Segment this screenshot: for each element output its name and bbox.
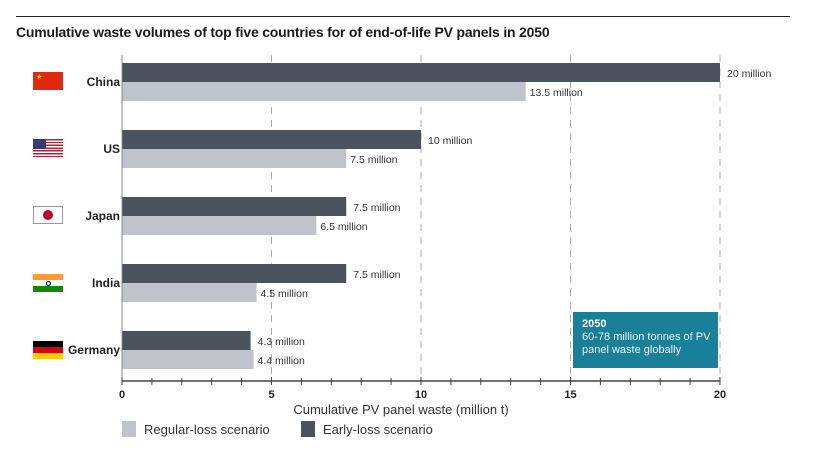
data-label: 6.5 million [320, 221, 367, 233]
x-tick-label: 20 [714, 389, 726, 401]
x-tick-label: 5 [268, 389, 274, 401]
data-label: 20 million [727, 68, 772, 80]
japan-flag-icon [33, 206, 63, 224]
legend-label-early: Early-loss scenario [323, 421, 433, 437]
top-rule [16, 16, 790, 17]
category-label-germany: Germany [67, 343, 120, 357]
annotation-text: 60-78 million tonnes of PV panel waste g… [582, 331, 711, 356]
bar-early-india [122, 264, 347, 283]
legend-item-early: Early-loss scenario [301, 421, 433, 437]
bar-early-germany [122, 331, 251, 350]
data-label: 4.4 million [258, 355, 305, 367]
x-axis-title: Cumulative PV panel waste (million t) [293, 402, 508, 417]
data-label: 7.5 million [353, 202, 400, 214]
data-label: 7.5 million [353, 269, 400, 281]
bar-regular-india [122, 283, 257, 302]
data-label: 4.3 million [258, 336, 305, 348]
bar-regular-germany [122, 350, 254, 369]
bar-early-us [122, 130, 421, 149]
us-flag-icon [33, 139, 63, 157]
category-label-japan: Japan [85, 209, 120, 223]
germany-flag-icon [33, 341, 63, 359]
category-label-china: China [86, 75, 120, 89]
chart-title: Cumulative waste volumes of top five cou… [16, 24, 550, 40]
x-tick-label: 15 [564, 389, 576, 401]
bar-regular-china [122, 82, 526, 101]
india-flag-icon [33, 274, 63, 292]
bar-early-china [122, 63, 720, 82]
data-label: 13.5 million [530, 87, 583, 99]
legend-swatch-early [301, 421, 315, 437]
x-tick-label: 10 [415, 389, 427, 401]
bar-regular-japan [122, 216, 317, 235]
data-label: 4.5 million [261, 288, 308, 300]
china-flag-icon: ★ [33, 72, 63, 90]
category-label-india: India [91, 276, 120, 290]
annotation-heading: 2050 [582, 318, 607, 330]
legend-label-regular: Regular-loss scenario [144, 421, 270, 437]
bar-early-japan [122, 197, 347, 216]
legend-item-regular: Regular-loss scenario [122, 421, 270, 437]
legend-swatch-regular [122, 421, 136, 437]
annotation-box: 2050 60-78 million tonnes of PV panel wa… [573, 312, 718, 368]
data-label: 7.5 million [350, 154, 397, 166]
category-label-us: US [103, 142, 120, 156]
bar-regular-us [122, 149, 347, 168]
x-tick-label: 0 [119, 389, 125, 401]
data-label: 10 million [428, 135, 473, 147]
